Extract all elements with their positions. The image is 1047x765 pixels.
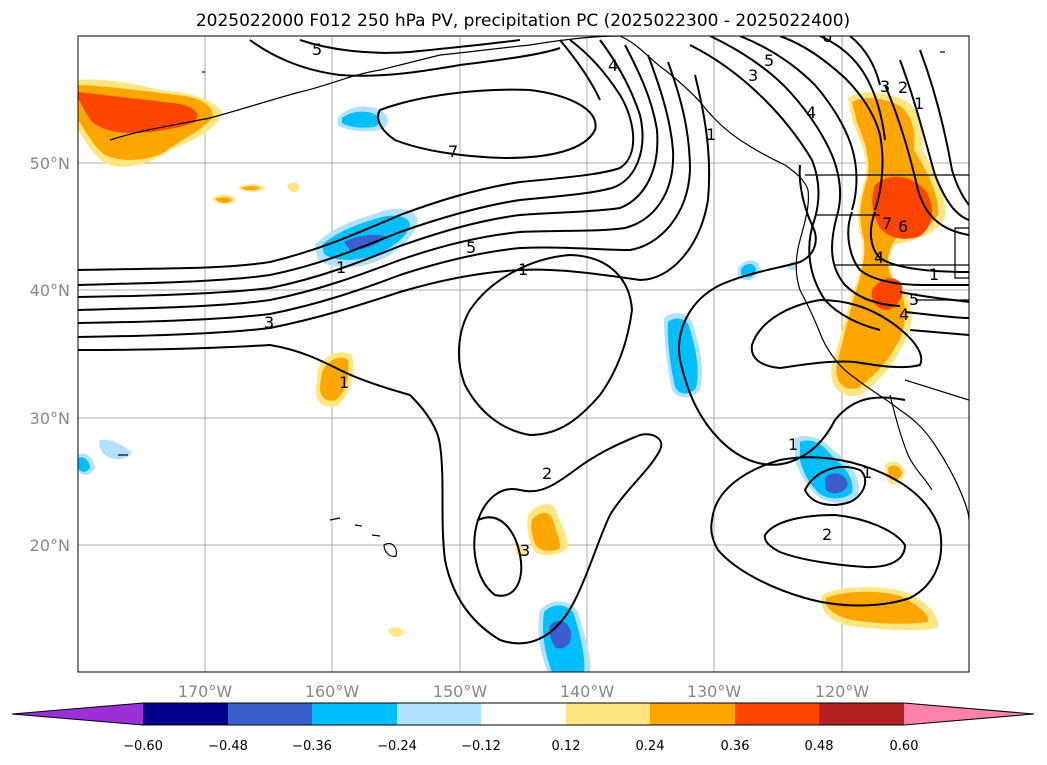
colorbar-tick: −0.36 (292, 739, 332, 754)
precip-negative-shading (78, 106, 859, 672)
lon-label: 160°W (305, 682, 360, 701)
contour-label: 1 (788, 435, 798, 454)
colorbar-tick: 0.60 (890, 739, 919, 754)
contour-label: 7 (882, 214, 892, 233)
colorbar-segment (143, 703, 228, 725)
latitude-labels: 50°N 40°N 30°N 20°N (30, 154, 70, 555)
lon-label: 140°W (560, 682, 615, 701)
contour-label: 1 (914, 94, 924, 113)
contour-label: 6 (822, 27, 832, 46)
pv-contours (78, 36, 969, 645)
contour-label: 7 (448, 142, 458, 161)
colorbar-ticks: −0.60 −0.48 −0.36 −0.24 −0.12 0.12 0.24 … (123, 739, 918, 754)
colorbar: −0.60 −0.48 −0.36 −0.24 −0.12 0.12 0.24 … (11, 702, 1035, 754)
colorbar-tick: −0.12 (461, 739, 501, 754)
colorbar-extend-low (12, 703, 143, 725)
contour-label: 6 (898, 217, 908, 236)
contour-label: 3 (264, 313, 274, 332)
colorbar-tick: −0.24 (377, 739, 417, 754)
lon-label: 170°W (178, 682, 233, 701)
contour-label: 1 (706, 125, 716, 144)
contour-label: 2 (822, 525, 832, 544)
colorbar-segment (397, 703, 481, 725)
contour-label: 5 (764, 51, 774, 70)
colorbar-segment (735, 703, 819, 725)
colorbar-tick: −0.48 (208, 739, 248, 754)
map-panel: 7 5 1 3 1 2 3 4 3 5 1 4 1 3 2 6 7 4 4 5 … (78, 27, 969, 672)
contour-label: 5 (312, 40, 322, 59)
colorbar-segment (481, 703, 566, 725)
lon-label: 120°W (815, 682, 870, 701)
contour-label: 2 (898, 78, 908, 97)
colorbar-extend-high (904, 703, 1034, 725)
contour-label: 3 (880, 77, 890, 96)
lat-label: 20°N (30, 536, 70, 555)
colorbar-tick: 0.48 (805, 739, 834, 754)
colorbar-segment (228, 703, 312, 725)
colorbar-segment (566, 703, 650, 725)
longitude-labels: 170°W 160°W 150°W 140°W 130°W 120°W (178, 682, 870, 701)
colorbar-segment (819, 703, 904, 725)
contour-label: 4 (806, 103, 816, 122)
contour-label: 3 (748, 66, 758, 85)
contour-label: 1 (929, 265, 939, 284)
contour-label: 4 (874, 248, 884, 267)
colorbar-tick: 0.24 (636, 739, 665, 754)
contour-label: 3 (520, 541, 530, 560)
lat-label: 40°N (30, 281, 70, 300)
contour-label: 2 (542, 464, 552, 483)
colorbar-tick: −0.60 (123, 739, 163, 754)
colorbar-tick: 0.12 (552, 739, 581, 754)
contour-label: 1 (339, 373, 349, 392)
contour-label: 4 (608, 56, 618, 75)
lat-label: 50°N (30, 154, 70, 173)
contour-labels: 7 5 1 3 1 2 3 4 3 5 1 4 1 3 2 6 7 4 4 5 … (264, 27, 939, 560)
contour-label: 5 (909, 290, 919, 309)
contour-label: 1 (336, 258, 346, 277)
contour-label: 1 (862, 463, 872, 482)
lon-label: 150°W (433, 682, 488, 701)
colorbar-tick: 0.36 (721, 739, 750, 754)
map-frame (77, 35, 970, 673)
contour-label: 1 (518, 260, 528, 279)
precip-positive-shading (78, 79, 946, 637)
figure-title: 2025022000 F012 250 hPa PV, precipitatio… (196, 11, 850, 31)
contour-label: 5 (466, 238, 476, 257)
contour-label: 4 (899, 305, 909, 324)
lat-label: 30°N (30, 409, 70, 428)
colorbar-segment (650, 703, 735, 725)
lon-label: 130°W (687, 682, 742, 701)
colorbar-segment (312, 703, 397, 725)
